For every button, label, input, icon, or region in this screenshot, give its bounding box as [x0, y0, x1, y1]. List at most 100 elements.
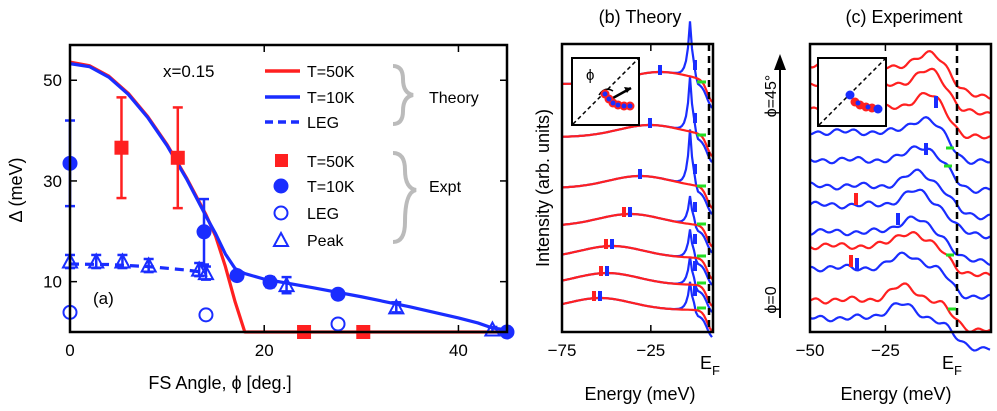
y-tick-label: 50: [43, 71, 62, 90]
x-tick-label: −50: [796, 341, 825, 360]
legend-label-theory-leg: LEG: [307, 115, 339, 132]
data-point-expt-t-10k: [262, 274, 278, 290]
inset-point: [845, 90, 855, 100]
brace-expt: [392, 151, 417, 244]
spectrum-50k: [561, 271, 713, 307]
panel-a-frame: [68, 43, 509, 334]
peak-marker: [693, 261, 697, 271]
x-tick-label: −75: [548, 341, 577, 360]
inset-point: [865, 104, 871, 110]
panel-b-inset-arrowhead: [624, 87, 631, 93]
spectrum-50k: [561, 212, 713, 248]
gap-marker: [934, 96, 938, 108]
panel-a-label: (a): [93, 289, 114, 308]
panel-b-title: (b) Theory: [599, 7, 682, 27]
legend-marker-expt-10k: [273, 178, 289, 194]
spectrum-row: [809, 215, 991, 266]
gap-marker: [622, 207, 626, 217]
spectrum-row: [809, 230, 991, 278]
spectrum-row: [809, 116, 991, 165]
panel-b-ylabel: Intensity (arb. units): [533, 109, 553, 267]
legend-label-theory-10k: T=10K: [307, 90, 355, 107]
legend-label-theory-50k: T=50K: [307, 64, 355, 81]
inset-point: [621, 103, 627, 109]
series-line-theory-t-10k: [69, 62, 508, 332]
inset-point: [873, 104, 883, 114]
spectrum-row: [809, 282, 991, 334]
legend-label-expt-leg: LEG: [307, 206, 339, 223]
panel-b-inset: ϕ: [571, 57, 640, 126]
x-tick-label: 40: [449, 341, 468, 360]
gap-marker: [658, 65, 662, 75]
legend-label-expt-50k: T=50K: [307, 154, 355, 171]
panel-c-xlabel: Energy (meV): [840, 384, 951, 404]
inset-point: [615, 102, 621, 108]
panel-b-inset-phi: ϕ: [586, 67, 594, 84]
panel-a-ylabel: Δ (meV): [6, 157, 26, 222]
gap-marker: [598, 291, 602, 301]
peak-marker: [693, 164, 697, 174]
data-point-expt-t-10k: [196, 224, 212, 240]
gap-marker: [648, 118, 652, 128]
angle-top-label: ϕ=45°: [763, 75, 780, 118]
legend-marker-expt-leg: [273, 205, 289, 221]
data-point-expt-peak: [139, 256, 158, 273]
spectrum-50k: [561, 174, 713, 209]
legend-label-expt-peak: Peak: [307, 233, 344, 250]
data-point-expt-t-10k: [229, 268, 245, 284]
panel-c-inset-diagonal: [818, 58, 886, 126]
panel-a-xlabel: FS Angle, ϕ [deg.]: [148, 373, 291, 393]
gap-marker: [638, 169, 642, 179]
gap-marker: [854, 193, 858, 205]
gap-marker: [610, 239, 614, 249]
inset-point: [627, 103, 633, 109]
panel-b-frame: [560, 42, 715, 334]
peak-marker: [693, 286, 697, 296]
panel-c: (c) Experiment −50 −25 EF Energy (meV): [796, 7, 993, 404]
annotation-doping: x=0.15: [163, 62, 215, 81]
gap-marker: [599, 266, 603, 276]
panel-c-frame: [808, 42, 993, 334]
peak-marker: [693, 202, 697, 212]
data-point-expt-leg: [198, 307, 214, 323]
angle-axis-arrowhead: [774, 54, 786, 70]
data-point-expt-peak: [277, 276, 296, 293]
data-point-expt-t-50k: [170, 150, 185, 165]
angle-bottom-label: ϕ=0: [763, 286, 780, 313]
legend-marker-expt-50k: [275, 154, 288, 167]
gap-marker: [924, 143, 928, 155]
inset-point: [855, 100, 861, 106]
data-point-expt-peak: [387, 298, 405, 315]
data-point-expt-peak: [113, 252, 132, 269]
data-point-expt-peak: [87, 252, 105, 269]
gap-marker: [628, 207, 632, 217]
x-tick-label: 20: [255, 341, 274, 360]
angle-axis: ϕ=45° ϕ=0: [763, 54, 786, 318]
data-point-expt-peak: [190, 260, 208, 277]
spectrum-50k: [561, 296, 713, 332]
panel-b-inset-arc: [598, 88, 614, 96]
inset-point: [610, 100, 616, 106]
gap-marker: [605, 266, 609, 276]
panel-b-ef-label: EF: [700, 353, 720, 378]
data-point-expt-t-50k: [114, 140, 129, 155]
gap-marker: [896, 213, 900, 225]
panel-b-xlabel: Energy (meV): [584, 384, 695, 404]
peak-marker: [693, 60, 697, 70]
peak-marker: [693, 113, 697, 123]
legend-expt: T=50K T=10K LEG Peak Expt: [272, 151, 462, 250]
gap-marker: [849, 255, 853, 267]
spectrum-row: [809, 188, 991, 240]
x-tick-label: −25: [636, 341, 665, 360]
spectrum-row: [809, 302, 991, 352]
panel-c-ef-label: EF: [942, 353, 962, 378]
spectrum-row: [810, 251, 991, 300]
brace-theory: [392, 64, 414, 126]
legend-marker-expt-peak: [272, 230, 290, 247]
spectrum-row: [809, 168, 991, 221]
peak-marker: [693, 234, 697, 244]
panel-a: 0 20 40 10 30 50 x=0.15 (a) FS Angle, ϕ [deg.…: [6, 43, 515, 393]
data-point-expt-peak: [197, 263, 215, 281]
brace-label-theory: Theory: [429, 90, 479, 107]
